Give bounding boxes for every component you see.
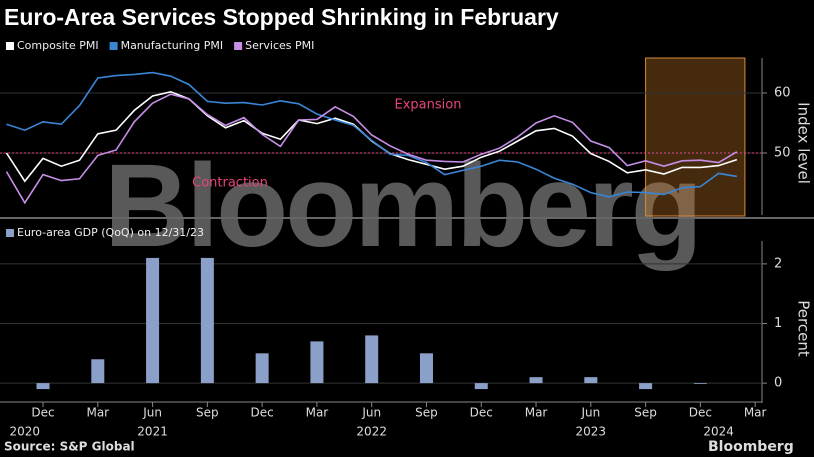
bar [36, 383, 50, 390]
annotation: Expansion [395, 98, 462, 113]
x-tick-label: Sep [415, 406, 438, 420]
y-tick-label: 50 [774, 146, 791, 161]
x-year-label: 2023 [576, 425, 607, 439]
bar [639, 383, 653, 390]
x-tick-label: Dec [470, 406, 493, 420]
legend-label: Composite PMI [17, 39, 99, 52]
x-tick-label: Mar [306, 406, 329, 420]
legend-swatch [6, 42, 14, 50]
legend-swatch [6, 229, 14, 237]
x-tick-label: Mar [86, 406, 109, 420]
x-tick-label: Jun [142, 406, 162, 420]
x-tick-label: Sep [634, 406, 657, 420]
bar [365, 335, 379, 384]
y-axis-label: Index level [795, 102, 813, 184]
y-tick-label: 0 [774, 376, 782, 391]
source: Source: S&P Global [4, 440, 135, 454]
bar [693, 383, 707, 384]
x-year-label: 2024 [703, 425, 734, 439]
y-tick-label: 1 [774, 316, 782, 331]
x-tick-label: Mar [525, 406, 548, 420]
x-tick-label: Dec [689, 406, 712, 420]
legend-swatch [109, 42, 118, 50]
y-tick-label: 60 [774, 86, 791, 101]
x-year-label: 2020 [9, 425, 40, 439]
y-tick-label: 2 [774, 256, 782, 271]
bar [146, 257, 160, 384]
bar [584, 377, 598, 384]
x-tick-label: Sep [196, 406, 219, 420]
highlight [645, 57, 746, 217]
bar [529, 377, 543, 384]
legend-label: Services PMI [245, 39, 314, 52]
bar [310, 341, 324, 384]
chart-title: Euro-Area Services Stopped Shrinking in … [4, 4, 559, 30]
legend-label: Euro-area GDP (QoQ) on 12/31/23 [17, 226, 204, 239]
watermark: Bloomberg [104, 140, 700, 272]
x-year-label: 2021 [137, 425, 168, 439]
x-tick-label: Dec [251, 406, 274, 420]
bar [419, 353, 433, 384]
bar [91, 359, 105, 384]
bar [474, 383, 488, 390]
legend-swatch [234, 42, 243, 50]
series-line [6, 71, 738, 198]
bar [200, 257, 214, 384]
bar [255, 353, 269, 384]
x-tick-label: Mar [744, 406, 767, 420]
x-tick-label: Dec [31, 406, 54, 420]
x-year-label: 2022 [356, 425, 387, 439]
y-axis-label: Percent [795, 300, 813, 357]
x-tick-label: Jun [361, 406, 381, 420]
annotation: Contraction [192, 176, 268, 191]
x-tick-label: Jun [580, 406, 600, 420]
legend-label: Manufacturing PMI [121, 39, 224, 52]
logo: Bloomberg [708, 439, 794, 455]
series-line [5, 93, 738, 205]
